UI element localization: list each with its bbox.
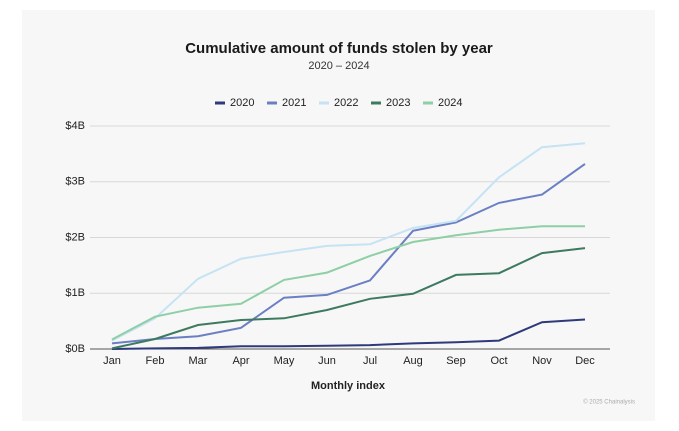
x-tick-label: May [274,355,295,367]
x-tick-label: Jan [103,355,121,367]
x-tick-label: Jun [318,355,336,367]
x-tick-label: Sep [446,355,466,367]
series-line [111,318,586,350]
y-tick-label: $0B [65,343,85,355]
legend-label: 2024 [438,97,462,109]
chart-subtitle: 2020 – 2024 [308,60,369,72]
y-tick-label: $4B [65,120,85,132]
footer: © 2025 Chainalysis [583,399,635,406]
x-tick-label: Apr [232,355,249,367]
y-tick-label: $1B [65,287,85,299]
x-axis-label: Monthly index [311,380,386,392]
panel [22,10,655,421]
x-tick-label: Nov [532,355,552,367]
legend-label: 2023 [386,97,410,109]
y-tick-label: $2B [65,231,85,243]
x-tick-label: Feb [146,355,165,367]
y-tick-label: $3B [65,176,85,188]
legend-label: 2022 [334,97,358,109]
chart-title: Cumulative amount of funds stolen by yea… [185,40,493,57]
series-line [111,225,585,341]
x-tick-label: Oct [490,355,507,367]
x-tick-label: Jul [363,355,377,367]
series-line [111,142,586,342]
legend-label: 2021 [282,97,306,109]
series-line [111,163,586,345]
series-line [111,247,586,350]
x-tick-label: Aug [403,355,423,367]
x-tick-label: Mar [189,355,208,367]
legend-label: 2020 [230,97,254,109]
x-tick-label: Dec [575,355,595,367]
